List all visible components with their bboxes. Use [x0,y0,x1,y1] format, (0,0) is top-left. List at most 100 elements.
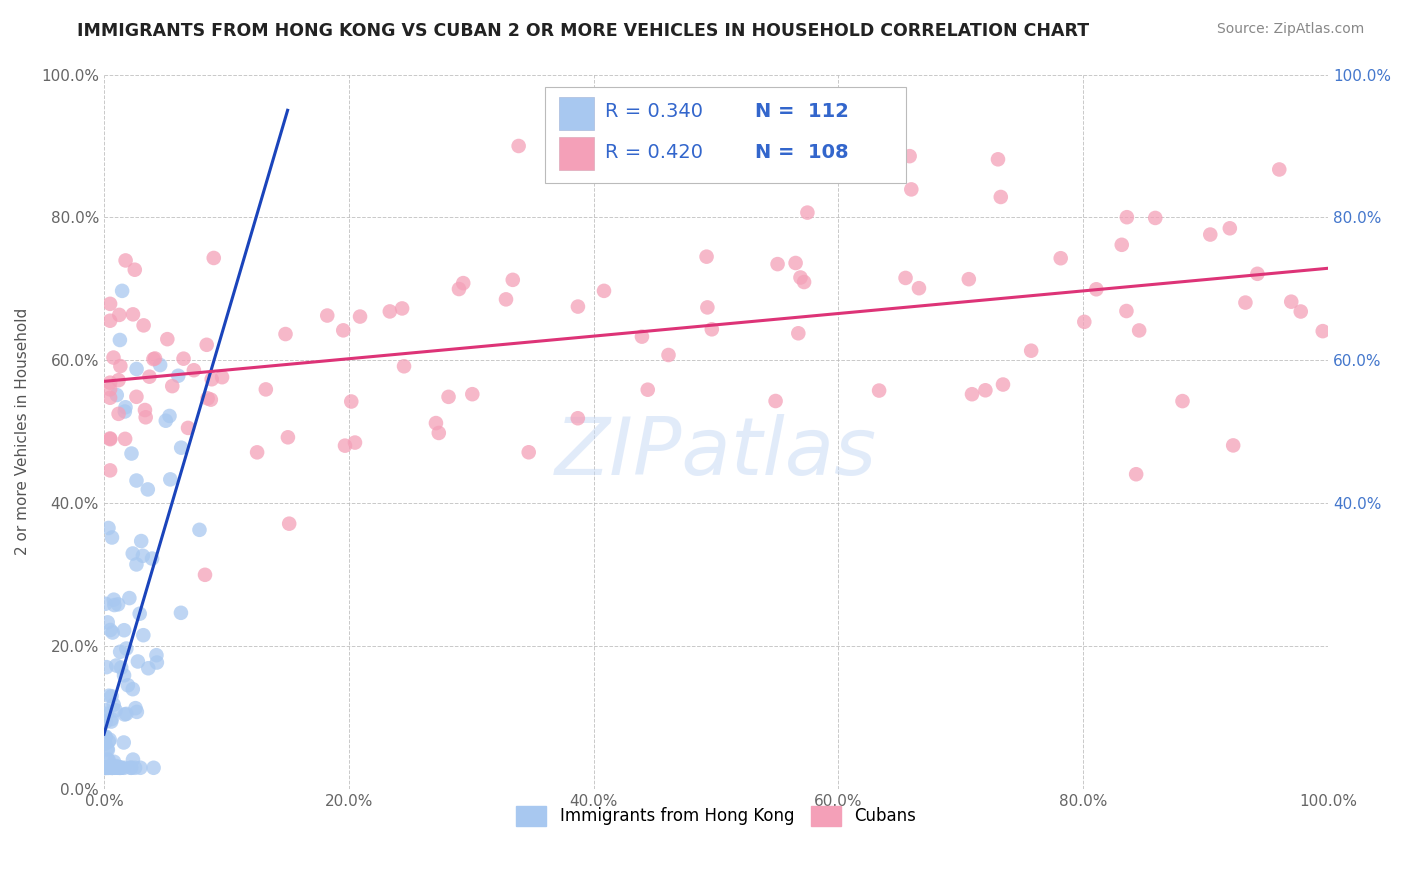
Point [593,284,616,298]
Point [1234,295,1257,310]
Point [108,761,131,775]
Point [343,435,366,450]
Point [162,379,184,393]
Point [104,703,127,717]
Point [117,678,139,692]
Point [97,734,120,748]
Point [108,761,131,775]
Point [103,592,125,607]
Point [1085,282,1108,296]
Point [114,401,136,415]
Point [991,377,1014,392]
Point [170,606,193,620]
Point [1144,211,1167,225]
Point [100,712,122,726]
Point [107,373,129,387]
Point [120,761,142,775]
Point [502,273,524,287]
Point [135,410,157,425]
Point [1049,251,1071,265]
Point [437,390,460,404]
Point [124,701,146,715]
Point [94,761,117,775]
Point [97,689,120,703]
Point [149,358,172,372]
Point [97,752,120,766]
Point [987,153,1010,167]
Point [105,388,128,402]
Point [696,301,718,315]
Point [156,332,179,346]
Y-axis label: 2 or more Vehicles in Household: 2 or more Vehicles in Household [15,309,30,556]
Point [107,407,129,421]
Point [1171,394,1194,409]
Point [103,351,125,365]
Point [94,761,117,775]
Point [101,761,124,775]
Point [202,251,225,265]
Point [114,404,136,418]
Point [105,761,128,775]
Point [96,761,118,775]
Point [461,387,484,401]
Point [94,731,117,745]
Point [254,383,277,397]
Point [121,446,143,460]
Point [766,257,789,271]
Point [1128,323,1150,337]
Point [108,645,131,659]
Point [122,307,145,321]
Point [100,689,122,703]
Point [94,597,117,611]
Point [129,761,152,775]
Point [110,660,132,674]
Point [974,384,997,398]
Point [94,761,117,775]
Point [1073,315,1095,329]
Point [112,761,135,775]
Point [378,304,401,318]
Point [97,743,120,757]
Point [96,761,118,775]
Point [517,445,540,459]
Point [183,363,205,377]
Point [170,441,193,455]
Point [990,190,1012,204]
Point [98,623,121,637]
Point [97,521,120,535]
FancyBboxPatch shape [544,87,905,183]
Point [124,262,146,277]
Legend: Immigrants from Hong Kong, Cubans: Immigrants from Hong Kong, Cubans [508,797,924,835]
Point [132,318,155,333]
Point [98,732,121,747]
Point [274,326,297,341]
Point [277,430,299,444]
Point [110,761,132,775]
Point [125,474,148,488]
Point [188,523,211,537]
Point [427,425,450,440]
Point [894,271,917,285]
Text: R = 0.420: R = 0.420 [605,143,703,162]
Point [333,439,356,453]
Point [1219,221,1241,235]
Point [898,149,921,163]
Point [114,253,136,268]
Point [94,714,117,729]
Point [391,301,413,316]
Point [98,432,121,446]
Point [146,656,169,670]
Point [98,761,121,775]
Point [115,706,138,721]
Point [98,463,121,477]
Point [94,761,117,775]
Point [96,660,118,674]
Point [141,551,163,566]
Point [98,432,121,446]
Point [960,387,983,401]
Point [1222,438,1244,452]
Point [97,761,120,775]
Point [246,445,269,459]
Point [195,338,218,352]
Point [97,754,120,768]
